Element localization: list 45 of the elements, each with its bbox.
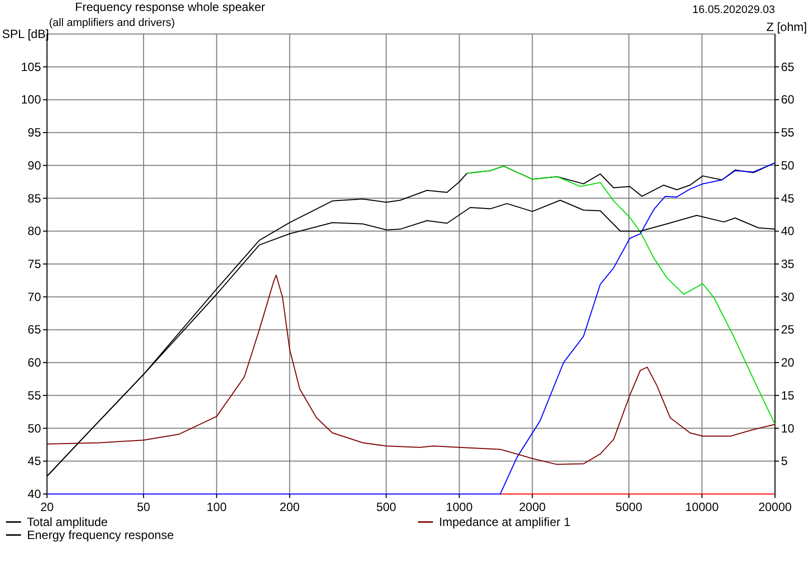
legend-label: Impedance at amplifier 1 (439, 515, 571, 529)
y-tick-label: 60 (28, 356, 42, 370)
y-tick-label: 105 (20, 60, 42, 74)
y-axis-title: SPL [dB] (2, 27, 49, 41)
x-tick-label: 1000 (446, 500, 473, 514)
y-tick-label: 80 (28, 224, 42, 238)
x-tick-label: 20000 (758, 500, 792, 514)
y2-tick-label: 35 (781, 257, 795, 271)
x-tick-label: 500 (376, 500, 397, 514)
y2-tick-label: 25 (781, 322, 795, 337)
text: 16.05.202029.03 (692, 4, 775, 16)
y2-tick-label: 15 (781, 388, 795, 402)
x-tick-label: 50 (136, 500, 151, 514)
y2-tick-label: 30 (781, 290, 795, 304)
y2-tick-label: 60 (781, 92, 795, 107)
x-tick-label: 2000 (518, 500, 546, 514)
y-tick-label: 50 (28, 421, 42, 436)
y2-tick-label: 5 (781, 454, 788, 468)
y2-tick-label: 20 (781, 356, 795, 370)
y2-tick-label: 40 (781, 224, 795, 238)
y2-tick-label: 65 (781, 60, 795, 74)
y2-tick-label: 10 (781, 421, 795, 436)
y2-tick-label: 45 (781, 191, 795, 206)
y-tick-label: 70 (28, 290, 42, 304)
y-tick-label: 65 (28, 322, 42, 337)
x-tick-label: 200 (280, 500, 300, 514)
x-tick-label: 5000 (616, 500, 643, 514)
x-tick-label: 20 (40, 500, 54, 514)
y-tick-label: 40 (28, 487, 42, 501)
x-tick-label: 10000 (685, 500, 719, 514)
y-tick-label: 75 (28, 257, 42, 271)
y2-axis-title: Z [ohm] (766, 20, 807, 34)
x-tick-label: 100 (206, 500, 227, 514)
y-tick-label: 100 (20, 92, 42, 107)
chart-title: Frequency response whole speaker (75, 0, 266, 14)
y2-tick-label: 50 (781, 158, 795, 172)
y-tick-label: 45 (28, 454, 42, 468)
y2-tick-label: 55 (781, 126, 795, 140)
chart-subtitle: (all amplifiers and drivers) (49, 17, 175, 29)
y-tick-label: 85 (28, 191, 42, 206)
y-tick-label: 55 (28, 388, 42, 402)
legend-label: Total amplitude (27, 515, 108, 529)
y-tick-label: 90 (28, 158, 42, 172)
legend-label: Energy frequency response (27, 528, 174, 542)
y-tick-label: 95 (28, 126, 42, 140)
